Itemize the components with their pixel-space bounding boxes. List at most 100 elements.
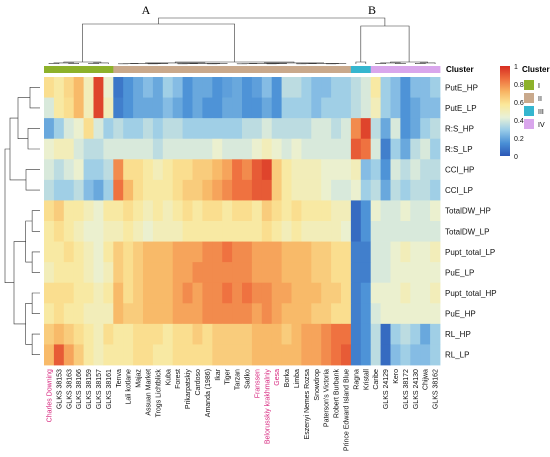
column-label: Belorusskiy krakhmalniy	[264, 369, 271, 445]
heatmap-cell	[331, 159, 342, 181]
heatmap-cell	[63, 200, 75, 222]
heatmap-cell	[430, 344, 441, 366]
heatmap-cell	[113, 241, 124, 263]
heatmap-cell	[400, 118, 411, 140]
heatmap-cell	[341, 282, 352, 304]
heatmap-cell	[133, 97, 144, 119]
heatmap-cell	[360, 282, 372, 304]
heatmap-cell	[123, 282, 134, 304]
heatmap-cell	[341, 118, 352, 140]
heatmap-cell	[53, 200, 65, 222]
heatmap-cell	[73, 303, 84, 325]
heatmap-cell	[370, 97, 381, 119]
heatmap-cell	[350, 282, 362, 304]
heatmap-cell	[53, 241, 65, 263]
heatmap-cell	[380, 77, 391, 98]
heatmap-cell	[321, 97, 332, 119]
heatmap-cell	[63, 303, 75, 325]
heatmap-cell	[73, 282, 84, 304]
row-label: RL_HP	[445, 330, 471, 339]
heatmap-cell	[63, 159, 75, 181]
heatmap-cell	[172, 303, 183, 325]
heatmap-cell	[172, 241, 183, 263]
heatmap-cell	[420, 221, 431, 242]
heatmap-cell	[192, 323, 203, 345]
heatmap-cell	[192, 262, 203, 284]
heatmap-cell	[123, 200, 134, 222]
heatmap-cell	[123, 303, 134, 325]
heatmap-cell	[162, 344, 174, 366]
heatmap-cell	[212, 118, 223, 140]
heatmap-cell	[321, 344, 332, 366]
heatmap-cell	[271, 262, 282, 284]
heatmap-cell	[350, 77, 362, 98]
cluster-cell	[202, 66, 213, 73]
row-dendrogram-link	[13, 241, 26, 325]
heatmap-cell	[133, 179, 144, 201]
column-dendrogram-link	[375, 63, 386, 64]
heatmap-cell	[410, 200, 421, 222]
heatmap-cell	[212, 159, 223, 181]
legend-swatch	[524, 119, 534, 129]
colorbar: 0 0.2 0.4 0.6 0.8 1	[500, 64, 524, 161]
row-label: Pupt_total_HP	[445, 289, 497, 298]
heatmap-cell	[350, 200, 362, 222]
heatmap-cell	[222, 159, 233, 181]
heatmap-cell	[370, 159, 381, 181]
heatmap-cell	[202, 323, 213, 345]
heatmap-cell	[232, 241, 243, 263]
row-label: TotalDW_HP	[445, 207, 491, 216]
heatmap-cell	[232, 221, 243, 242]
heatmap-cell	[133, 262, 144, 284]
heatmap-cell	[63, 221, 75, 242]
heatmap-cell	[430, 159, 441, 181]
heatmap-cell	[113, 262, 124, 284]
row-dendrogram-link	[25, 169, 40, 191]
heatmap-cell	[370, 77, 381, 98]
heatmap-cell	[341, 221, 352, 242]
cluster-cell	[162, 66, 174, 73]
heatmap-cell	[113, 323, 124, 345]
heatmap-cell	[133, 77, 144, 98]
heatmap-cell	[44, 323, 55, 345]
row-label: Pupt_total_LP	[445, 248, 495, 257]
heatmap-cell	[73, 77, 84, 98]
column-label: Tiger	[225, 368, 232, 384]
heatmap-cell	[420, 303, 431, 325]
heatmap-cell	[202, 262, 213, 284]
heatmap-cell	[430, 221, 441, 242]
heatmap-cell	[321, 303, 332, 325]
heatmap-cell	[83, 303, 94, 325]
heatmap-cell	[232, 159, 243, 181]
heatmap-cell	[380, 303, 391, 325]
heatmap-cell	[202, 77, 213, 98]
heatmap-cell	[410, 323, 421, 345]
heatmap-cell	[172, 262, 183, 284]
heatmap-cell	[152, 179, 164, 201]
heatmap-cell	[202, 118, 213, 140]
heatmap-cell	[172, 179, 183, 201]
heatmap-cell	[271, 344, 282, 366]
heatmap-cell	[311, 241, 322, 263]
heatmap-cell	[113, 179, 124, 201]
colorbar-tick: 0.6	[514, 100, 524, 107]
cluster-cell	[44, 66, 55, 73]
legend-swatch	[524, 106, 534, 116]
column-label: Amanda (1986)	[205, 369, 212, 417]
heatmap-cell	[192, 282, 203, 304]
heatmap-cell	[152, 138, 164, 160]
heatmap-cell	[133, 200, 144, 222]
column-label: Majaz	[136, 369, 143, 388]
heatmap-cell	[232, 97, 243, 119]
heatmap-cell	[400, 221, 411, 242]
heatmap-cell	[341, 77, 352, 98]
heatmap-cell	[93, 138, 104, 160]
heatmap-cell	[44, 282, 55, 304]
heatmap-cell	[301, 262, 312, 284]
heatmap-cell	[192, 118, 203, 140]
heatmap-cell	[53, 262, 65, 284]
heatmap-cell	[152, 118, 164, 140]
heatmap-cell	[123, 179, 134, 201]
heatmap-cell	[350, 118, 362, 140]
heatmap-cell	[93, 179, 104, 201]
